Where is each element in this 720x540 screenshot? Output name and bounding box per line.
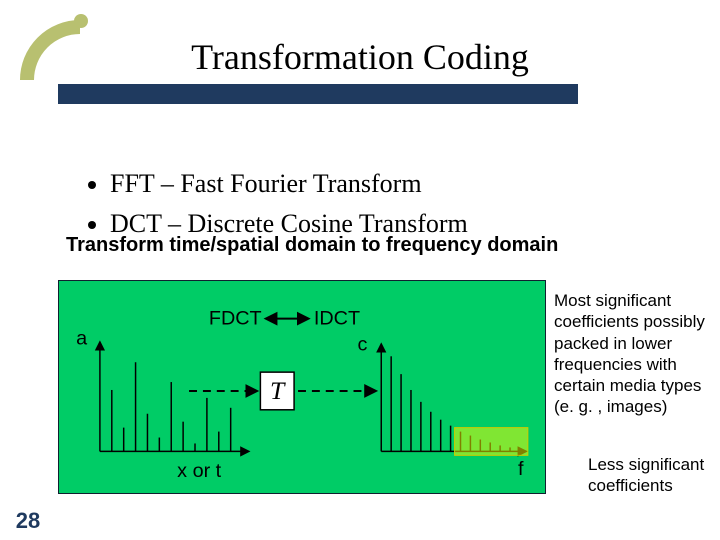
a-axis-label: a bbox=[76, 327, 88, 349]
bullet-item: FFT – Fast Fourier Transform bbox=[110, 166, 468, 202]
x-axis-label: x or t bbox=[177, 460, 222, 482]
less-significant-highlight bbox=[455, 428, 528, 456]
diagram-svg: T FDCT IDCT a c x or t f bbox=[59, 281, 545, 493]
fdct-label: FDCT bbox=[209, 308, 262, 330]
c-axis-label: c bbox=[357, 333, 367, 355]
transform-diagram: T FDCT IDCT a c x or t f bbox=[58, 280, 546, 494]
title-underline-bar bbox=[58, 84, 578, 104]
slide-title: Transformation Coding bbox=[0, 36, 720, 78]
decor-dot bbox=[74, 14, 88, 28]
t-box-label: T bbox=[270, 376, 286, 405]
annotation-most-significant: Most significant coefficients possibly p… bbox=[554, 290, 720, 418]
subheading: Transform time/spatial domain to frequen… bbox=[66, 234, 558, 257]
f-axis-label: f bbox=[518, 458, 524, 480]
header: Transformation Coding bbox=[0, 0, 720, 120]
slide-number: 28 bbox=[8, 508, 48, 534]
left-spatial-chart bbox=[100, 342, 249, 451]
annotation-less-significant: Less significant coefficients bbox=[588, 454, 720, 497]
idct-label: IDCT bbox=[314, 308, 360, 330]
